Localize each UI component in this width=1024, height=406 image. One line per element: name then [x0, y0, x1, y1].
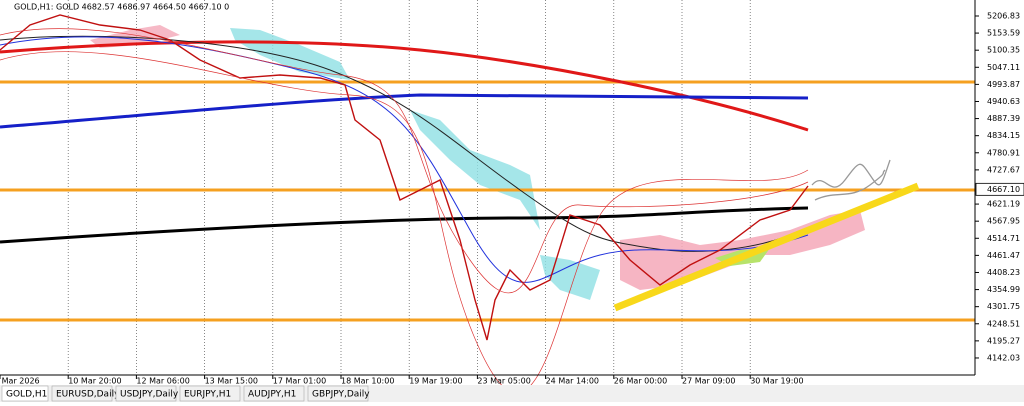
band [0, 51, 809, 394]
time-label: 19 Mar 19:00 [409, 377, 462, 386]
price-label: 4940.63 [987, 97, 1020, 106]
price-label: 4834.15 [987, 131, 1020, 140]
price-label: 5153.59 [987, 29, 1020, 38]
time-label: 10 Mar 20:00 [68, 377, 121, 386]
time-grid [67, 0, 751, 375]
time-axis: 9 Mar 2026 10 Mar 20:00 12 Mar 06:00 13 Mar… [0, 375, 804, 386]
tab-label[interactable]: AUDJPY,H1 [248, 390, 296, 400]
header: GOLD,H1: GOLD 4682.57 4686.97 4664.50 46… [14, 3, 229, 12]
price-label: 4567.95 [987, 217, 1020, 226]
price-label: 5047.11 [987, 63, 1020, 72]
tab-bg[interactable] [1, 385, 49, 402]
tab-label[interactable]: EURUSD,Daily [56, 390, 120, 400]
time-label: 27 Mar 09:00 [682, 377, 735, 386]
time-label: 12 Mar 06:00 [136, 377, 189, 386]
tab-bg[interactable] [243, 385, 305, 402]
cloud [410, 110, 540, 230]
time-label: 24 Mar 14:00 [546, 377, 599, 386]
price-label: 4461.47 [987, 251, 1020, 260]
ma-thin [0, 36, 809, 283]
price-label: 4727.67 [987, 165, 1020, 174]
current-price-label: 4667.10 [987, 185, 1020, 194]
time-label: 17 Mar 01:00 [273, 377, 326, 386]
time-label: 26 Mar 00:00 [614, 377, 667, 386]
ma-thin [0, 35, 809, 252]
price-label: 4195.27 [987, 336, 1020, 345]
cloud [90, 25, 180, 48]
tab-bg[interactable] [179, 385, 241, 402]
tab-label[interactable]: EURJPY,H1 [184, 390, 231, 400]
tab-bg[interactable] [307, 385, 369, 402]
price-label: 4142.03 [987, 353, 1020, 362]
price-label: 4780.91 [987, 148, 1020, 157]
price-label: 4514.71 [987, 234, 1020, 243]
tab-label[interactable]: GOLD,H1 [6, 390, 47, 400]
price-label: 4621.19 [987, 200, 1020, 209]
price-label: 5100.35 [987, 46, 1020, 55]
ma-black [0, 206, 809, 244]
price-label: 4408.23 [987, 268, 1020, 277]
time-label: 23 Mar 05:00 [477, 377, 530, 386]
price-label: 4887.39 [987, 114, 1020, 123]
time-label: 18 Mar 10:00 [341, 377, 394, 386]
band [0, 28, 809, 294]
time-label: 9 Mar 2026 [0, 377, 40, 386]
price [0, 14, 809, 341]
ma-blue [0, 93, 809, 129]
tab-bg[interactable] [51, 385, 113, 402]
time-label: 13 Mar 15:00 [205, 377, 258, 386]
time-label: 30 Mar 19:00 [750, 377, 803, 386]
tab-label[interactable]: GBPJPY,Daily [312, 390, 370, 400]
tabs: GOLD,H1 EURUSD,Daily USDJPY,Daily EURJPY,H1… [1, 385, 370, 402]
price-label: 4248.51 [987, 319, 1020, 328]
price-label: 4993.87 [987, 80, 1020, 89]
cloud [540, 255, 600, 300]
price-label: 4301.75 [987, 302, 1020, 311]
price-label: 5206.83 [987, 11, 1020, 20]
price-axis: 5206.83 5153.59 5100.35 5047.11 4993.87 4940.… [975, 11, 1024, 362]
price-label: 4354.99 [987, 285, 1020, 294]
tab-label[interactable]: USDJPY,Daily [120, 390, 179, 400]
current-price-box [975, 182, 1024, 196]
tab-bg[interactable] [115, 385, 177, 402]
drawing [811, 159, 891, 201]
trendline [613, 182, 920, 312]
